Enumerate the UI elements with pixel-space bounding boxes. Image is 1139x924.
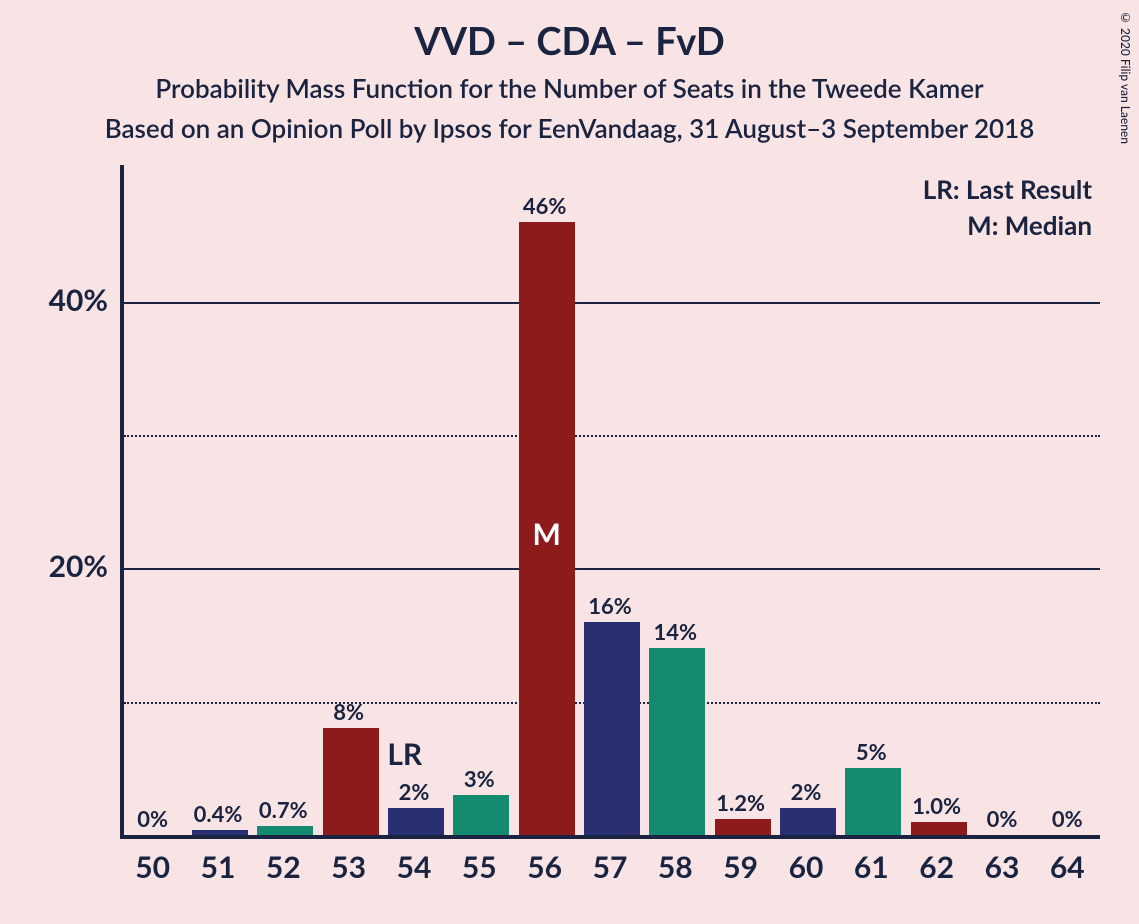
x-tick-label: 62 (904, 849, 969, 885)
x-tick-label: 52 (251, 849, 316, 885)
x-tick-label: 57 (577, 849, 642, 885)
bar (911, 822, 967, 835)
x-tick-label: 51 (185, 849, 250, 885)
x-tick-label: 60 (773, 849, 838, 885)
chart-subtitle-1: Probability Mass Function for the Number… (0, 72, 1139, 104)
x-tick-label: 53 (316, 849, 381, 885)
bar-value-label: 2% (773, 778, 838, 805)
median-annotation: M (519, 516, 575, 552)
gridline-major (124, 568, 1100, 570)
legend-median: M: Median (967, 209, 1092, 241)
bar-value-label: 14% (643, 618, 708, 645)
x-axis (120, 835, 1100, 839)
x-tick-label: 55 (447, 849, 512, 885)
bar (257, 826, 313, 835)
y-tick-label: 20% (20, 548, 108, 584)
bar (453, 795, 509, 835)
chart-container: VVD – CDA – FvD Probability Mass Functio… (0, 0, 1139, 924)
bar (388, 808, 444, 835)
x-tick-label: 56 (512, 849, 577, 885)
last-result-annotation: LR (387, 736, 422, 772)
x-tick-label: 58 (643, 849, 708, 885)
y-axis (120, 165, 124, 835)
chart-subtitle-2: Based on an Opinion Poll by Ipsos for Ee… (0, 112, 1139, 144)
bar-value-label: 1.0% (904, 792, 969, 819)
x-tick-label: 64 (1035, 849, 1100, 885)
bar-value-label: 3% (447, 765, 512, 792)
plot-area: 20%40%0%500.4%510.7%528%532%54LR3%5546%5… (120, 195, 1100, 835)
bar-value-label: 46% (512, 192, 577, 219)
bar-value-label: 16% (577, 592, 642, 619)
bar-value-label: 0% (120, 805, 185, 832)
x-tick-label: 63 (969, 849, 1034, 885)
chart-title: VVD – CDA – FvD (0, 18, 1139, 64)
bar-value-label: 0% (969, 805, 1034, 832)
x-tick-label: 61 (839, 849, 904, 885)
y-tick-label: 40% (20, 282, 108, 318)
bar-value-label: 2% (381, 778, 446, 805)
legend-last-result: LR: Last Result (923, 173, 1092, 205)
copyright-text: © 2020 Filip van Laenen (1118, 10, 1133, 144)
bar (323, 728, 379, 835)
bar (715, 819, 771, 835)
bar-value-label: 8% (316, 698, 381, 725)
bar-value-label: 1.2% (708, 789, 773, 816)
bar (780, 808, 836, 835)
gridline-minor (124, 435, 1100, 437)
bar (845, 768, 901, 835)
gridline-major (124, 302, 1100, 304)
bar-value-label: 0% (1035, 805, 1100, 832)
x-tick-label: 50 (120, 849, 185, 885)
bar-value-label: 0.4% (185, 800, 250, 827)
bar (584, 622, 640, 835)
x-tick-label: 54 (381, 849, 446, 885)
bar (192, 830, 248, 835)
bar-value-label: 0.7% (251, 796, 316, 823)
bar (649, 648, 705, 835)
bar-value-label: 5% (839, 738, 904, 765)
x-tick-label: 59 (708, 849, 773, 885)
